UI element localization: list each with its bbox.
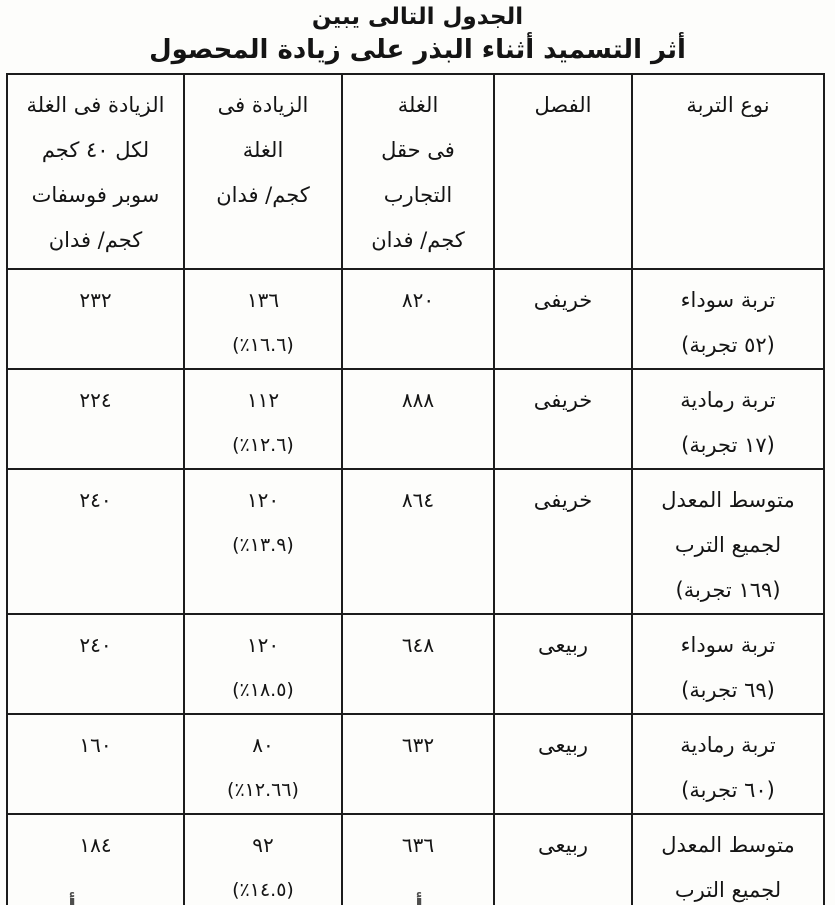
yield-value: ٦٣٢ xyxy=(401,733,435,757)
experiment-count: (١٧ تجربة) xyxy=(681,433,775,457)
cell-increase-per-40kg: ١٦٠ xyxy=(6,713,185,815)
per40-value: ١٦٠ xyxy=(79,733,112,757)
table-header-row: نوع التربة الفصل الغلة فى حقل التجارب كج… xyxy=(6,73,825,270)
experiment-count: (٥٢ تجربة) xyxy=(681,333,775,357)
soil-name: لجميع الترب xyxy=(674,878,782,902)
cell-increase-per-40kg: ٢٤٠ xyxy=(6,468,185,615)
table-row: تربة رمادية (١٧ تجربة) خريفى ٨٨٨ ١١٢ (٪١… xyxy=(6,368,825,470)
header-increase: الزيادة فى الغلة كجم/ فدان xyxy=(183,73,343,270)
increase-value: ٨٠ xyxy=(252,733,274,757)
cell-yield: ٦٤٨ xyxy=(341,613,495,715)
cell-season: ربيعى xyxy=(493,613,633,715)
yield-value: ٨٨٨ xyxy=(401,388,435,412)
header-increase-line: كجم/ فدان xyxy=(216,183,310,207)
cell-increase: ٨٠ (٪١٢.٦٦) xyxy=(183,713,343,815)
yield-value: ٦٣٦ xyxy=(401,833,435,857)
soil-name: تربة سوداء xyxy=(680,288,776,312)
cell-soil-type: تربة رمادية (٦٠ تجربة) xyxy=(631,713,825,815)
cell-season: خريفى xyxy=(493,268,633,370)
cell-soil-type: تربة سوداء (٦٩ تجربة) xyxy=(631,613,825,715)
header-yield: الغلة فى حقل التجارب كجم/ فدان xyxy=(341,73,495,270)
cell-season: ربيعى xyxy=(493,813,633,905)
table-row: تربة سوداء (٦٩ تجربة) ربيعى ٦٤٨ ١٢٠ (٪١٨… xyxy=(6,613,825,715)
experiment-count: (٦٠ تجربة) xyxy=(681,778,775,802)
cell-increase: ١٢٠ (٪١٨.٥) xyxy=(183,613,343,715)
cut-off-glyph: أ xyxy=(415,894,423,905)
header-per40-line: سوبر فوسفات xyxy=(31,183,160,207)
title-line-2: أثر التسميد أثناء البذر على زيادة المحصو… xyxy=(149,35,686,65)
cell-increase: ١٣٦ (٪١٦.٦) xyxy=(183,268,343,370)
cell-increase: ١١٢ (٪١٢.٦) xyxy=(183,368,343,470)
yield-value: ٦٤٨ xyxy=(401,633,435,657)
experiment-count: (١٦٩ تجربة) xyxy=(675,578,781,602)
increase-percent: (٪١٨.٥) xyxy=(232,679,294,701)
increase-percent: (٪١٢.٦٦) xyxy=(227,779,299,801)
cell-increase: ٩٢ (٪١٤.٥) xyxy=(183,813,343,905)
increase-value: ١٣٦ xyxy=(246,288,280,312)
yield-value: ٨٦٤ xyxy=(401,488,435,512)
header-yield-line: الغلة xyxy=(397,93,439,117)
header-soil-type: نوع التربة xyxy=(631,73,825,270)
increase-percent: (٪١٦.٦) xyxy=(232,334,294,356)
header-season: الفصل xyxy=(493,73,633,270)
soil-name: تربة رمادية xyxy=(680,733,776,757)
soil-name: متوسط المعدل xyxy=(661,488,795,512)
soil-name: تربة رمادية xyxy=(680,388,776,412)
per40-value: ٢٤٠ xyxy=(79,633,112,657)
increase-percent: (٪١٤.٥) xyxy=(232,879,294,901)
cell-yield: ٨٨٨ xyxy=(341,368,495,470)
cell-season: ربيعى xyxy=(493,713,633,815)
header-per40-line: الزيادة فى الغلة xyxy=(26,93,165,117)
header-increase-line: الزيادة فى xyxy=(217,93,309,117)
increase-value: ٩٢ xyxy=(252,833,274,857)
table-row: تربة رمادية (٦٠ تجربة) ربيعى ٦٣٢ ٨٠ (٪١٢… xyxy=(6,713,825,815)
cell-increase-per-40kg: ٢٣٢ xyxy=(6,268,185,370)
yield-value: ٨٢٠ xyxy=(401,288,435,312)
increase-value: ١٢٠ xyxy=(246,488,280,512)
header-increase-line: الغلة xyxy=(242,138,284,162)
document-title-block: الجدول التالى يبين أثر التسميد أثناء الب… xyxy=(0,0,835,68)
cell-yield: ٦٣٢ xyxy=(341,713,495,815)
cell-soil-type: تربة رمادية (١٧ تجربة) xyxy=(631,368,825,470)
fertilizer-effect-table: نوع التربة الفصل الغلة فى حقل التجارب كج… xyxy=(6,73,825,905)
per40-value: ٢٣٢ xyxy=(79,288,112,312)
header-per40-line: كجم/ فدان xyxy=(48,228,143,252)
header-per40-line: لكل ٤٠ كجم xyxy=(41,138,150,162)
per40-value: ١٨٤ xyxy=(79,833,112,857)
cut-off-glyph: أ xyxy=(68,894,76,905)
increase-percent: (٪١٢.٦) xyxy=(232,434,294,456)
cut-off-glyph: ٠ xyxy=(178,894,193,905)
table-row: متوسط المعدل لجميع الترب (٨٩ تجربة) ربيع… xyxy=(6,813,825,905)
cell-yield: ٨٢٠ xyxy=(341,268,495,370)
cell-increase-per-40kg: ٢٤٠ xyxy=(6,613,185,715)
cell-season: خريفى xyxy=(493,368,633,470)
cell-increase-per-40kg: ١٨٤ xyxy=(6,813,185,905)
header-yield-line: فى حقل xyxy=(381,138,455,162)
table-row: تربة سوداء (٥٢ تجربة) خريفى ٨٢٠ ١٣٦ (٪١٦… xyxy=(6,268,825,370)
title-line-1: الجدول التالى يبين xyxy=(311,4,524,30)
increase-value: ١٢٠ xyxy=(246,633,280,657)
header-increase-per-40kg: الزيادة فى الغلة لكل ٤٠ كجم سوبر فوسفات … xyxy=(6,73,185,270)
soil-name: لجميع الترب xyxy=(674,533,782,557)
soil-name: متوسط المعدل xyxy=(661,833,795,857)
cell-soil-type: متوسط المعدل لجميع الترب (١٦٩ تجربة) xyxy=(631,468,825,615)
increase-percent: (٪١٣.٩) xyxy=(232,534,294,556)
per40-value: ٢٤٠ xyxy=(79,488,112,512)
cell-soil-type: متوسط المعدل لجميع الترب (٨٩ تجربة) xyxy=(631,813,825,905)
increase-value: ١١٢ xyxy=(246,388,280,412)
cut-off-text-fragment: أ ٠ أ xyxy=(0,892,835,905)
soil-name: تربة سوداء xyxy=(680,633,776,657)
table-row: متوسط المعدل لجميع الترب (١٦٩ تجربة) خري… xyxy=(6,468,825,615)
header-yield-line: كجم/ فدان xyxy=(371,228,465,252)
cell-soil-type: تربة سوداء (٥٢ تجربة) xyxy=(631,268,825,370)
per40-value: ٢٢٤ xyxy=(79,388,112,412)
cell-yield: ٨٦٤ xyxy=(341,468,495,615)
cell-yield: ٦٣٦ xyxy=(341,813,495,905)
header-yield-line: التجارب xyxy=(383,183,453,207)
cell-increase: ١٢٠ (٪١٣.٩) xyxy=(183,468,343,615)
experiment-count: (٦٩ تجربة) xyxy=(681,678,775,702)
cell-increase-per-40kg: ٢٢٤ xyxy=(6,368,185,470)
cell-season: خريفى xyxy=(493,468,633,615)
